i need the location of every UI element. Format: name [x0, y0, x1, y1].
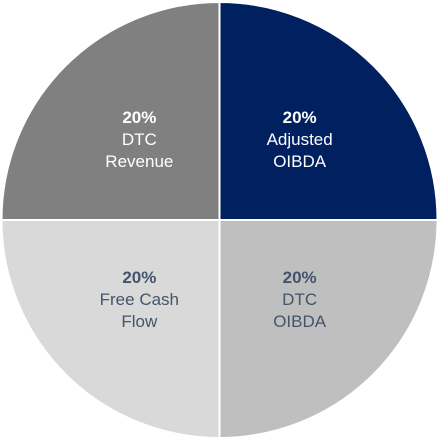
category-label: Free Cash Flow: [99, 290, 180, 332]
pie-slice: [0, 0, 221, 221]
category-label: Adjusted OIBDA: [266, 129, 333, 171]
value-label: 20%: [122, 268, 157, 288]
slice-label: 20% DTC Revenue: [69, 107, 209, 173]
slice-label: 20% DTC OIBDA: [230, 267, 370, 333]
pie-slice: [218, 219, 439, 440]
pie-slice: [0, 219, 221, 440]
value-label: 20%: [282, 107, 317, 127]
category-label: DTC Revenue: [105, 129, 174, 171]
value-label: 20%: [282, 268, 317, 288]
slice-label: 20% Adjusted OIBDA: [230, 107, 370, 173]
slice-label: 20% Free Cash Flow: [69, 267, 209, 333]
pie-slice: [218, 0, 439, 221]
category-label: DTC OIBDA: [273, 290, 327, 332]
value-label: 20%: [122, 107, 157, 127]
